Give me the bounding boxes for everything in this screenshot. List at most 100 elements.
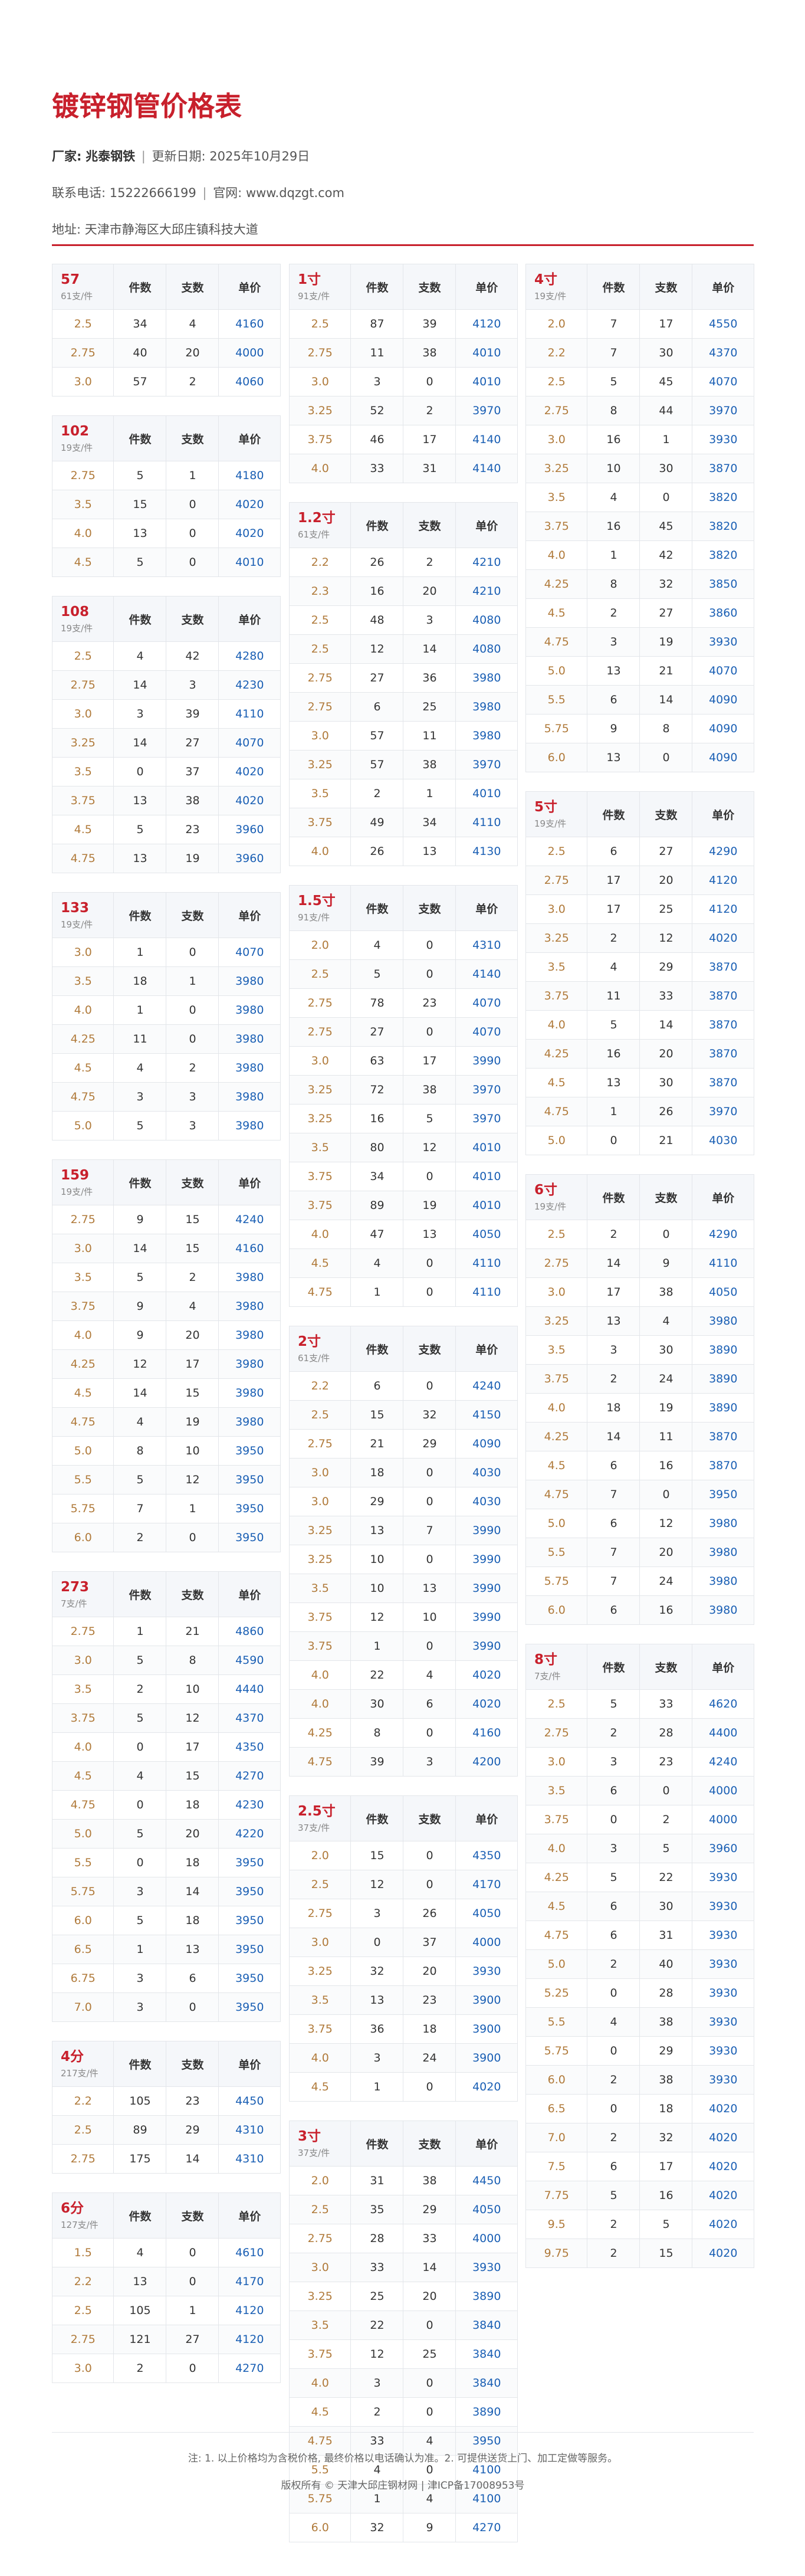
- thickness-cell: 5.0: [51, 1111, 114, 1140]
- thickness-cell: 2.5: [288, 605, 351, 635]
- price-cell: 4070: [455, 1017, 518, 1047]
- pieces-cell: 0: [166, 1024, 219, 1054]
- table-row: 3.75 36 18 3900: [288, 2014, 518, 2044]
- price-header: 单价: [218, 596, 281, 642]
- table-row: 4.5 6 16 3870: [525, 1451, 754, 1480]
- price-column-1: 57 61支/件 件数 支数 单价 2.5 34 4 4160 2.75 40 20 4000 3.0 57…: [51, 264, 281, 2402]
- table-row: 2.5 89 29 4310: [51, 2115, 281, 2145]
- count-header: 件数: [587, 1644, 640, 1690]
- table-row: 2.75 40 20 4000: [51, 338, 281, 368]
- count-cell: 7: [587, 338, 640, 368]
- count-cell: 89: [350, 1191, 404, 1220]
- vendor-label: 厂家:: [52, 149, 82, 163]
- price-cell: 4090: [455, 1429, 518, 1459]
- thickness-cell: 4.5: [51, 1761, 114, 1791]
- count-cell: 6: [350, 692, 404, 722]
- spec-cell: 6寸 19支/件: [525, 1174, 588, 1220]
- count-cell: 9: [113, 1320, 167, 1350]
- price-cell: 3980: [218, 1263, 281, 1292]
- table-row: 4.5 4 15 4270: [51, 1761, 281, 1791]
- pieces-cell: 12: [166, 1703, 219, 1733]
- count-cell: 5: [113, 1465, 167, 1495]
- pieces-cell: 24: [639, 1566, 693, 1596]
- table-row: 3.5 13 23 3900: [288, 1985, 518, 2015]
- thickness-cell: 2.5: [525, 1220, 588, 1249]
- thickness-cell: 2.5: [288, 634, 351, 664]
- thickness-cell: 3.25: [288, 1956, 351, 1986]
- table-row: 4.75 33 4 3950: [288, 2426, 518, 2456]
- thickness-cell: 2.75: [288, 663, 351, 693]
- count-cell: 33: [350, 2426, 404, 2456]
- table-head: 6分 127支/件 件数 支数 单价: [51, 2192, 281, 2239]
- table-body: 2.0 15 0 4350 2.5 12 0 4170 2.75 3 26 4050 3.0 0 37 400…: [288, 1841, 518, 2102]
- price-cell: 4100: [455, 2484, 518, 2513]
- table-row: 3.75 34 0 4010: [288, 1162, 518, 1191]
- table-row: 6.75 3 6 3950: [51, 1964, 281, 1993]
- pieces-cell: 0: [403, 2072, 456, 2102]
- pieces-cell: 27: [166, 728, 219, 758]
- website[interactable]: 官网: www.dqzgt.com: [213, 186, 344, 200]
- pieces-cell: 0: [403, 1841, 456, 1870]
- spec-name: 102: [61, 424, 90, 439]
- thickness-cell: 2.75: [51, 2144, 114, 2174]
- price-cell: 3950: [218, 1906, 281, 1935]
- pieces-cell: 18: [403, 2014, 456, 2044]
- thickness-cell: 2.75: [288, 1899, 351, 1928]
- table-row: 2.5 12 14 4080: [288, 634, 518, 664]
- pieces-cell: 14: [639, 1010, 693, 1040]
- table-row: 4.75 6 31 3930: [525, 1920, 754, 1950]
- table-row: 5.0 2 40 3930: [525, 1949, 754, 1979]
- count-cell: 40: [113, 338, 167, 368]
- price-cell: 3930: [692, 1978, 754, 2008]
- pieces-cell: 0: [403, 1487, 456, 1516]
- phone[interactable]: 联系电话: 15222666199: [52, 186, 196, 200]
- table-row: 3.5 0 37 4020: [51, 757, 281, 786]
- thickness-cell: 3.5: [525, 1335, 588, 1365]
- price-cell: 3890: [692, 1335, 754, 1365]
- thickness-cell: 4.0: [51, 1732, 114, 1762]
- thickness-cell: 4.0: [51, 995, 114, 1025]
- spec-name: 6寸: [534, 1182, 558, 1198]
- thickness-cell: 3.75: [288, 1631, 351, 1661]
- pieces-cell: 1: [166, 461, 219, 490]
- table-row: 3.0 17 38 4050: [525, 1277, 754, 1307]
- price-cell: 4270: [455, 2513, 518, 2542]
- table-row: 5.5 6 14 4090: [525, 685, 754, 715]
- thickness-cell: 2.75: [51, 2325, 114, 2354]
- price-cell: 4180: [218, 461, 281, 490]
- pieces-cell: 9: [639, 1248, 693, 1278]
- count-cell: 32: [350, 2513, 404, 2542]
- price-cell: 4100: [455, 2455, 518, 2485]
- spec-per-bundle: 91支/件: [298, 912, 330, 923]
- thickness-cell: 4.75: [288, 1277, 351, 1307]
- table-row: 2.75 8 44 3970: [525, 396, 754, 425]
- thickness-cell: 9.5: [525, 2210, 588, 2239]
- count-cell: 175: [113, 2144, 167, 2174]
- thickness-cell: 6.0: [525, 1595, 588, 1625]
- table-row: 2.75 21 29 4090: [288, 1429, 518, 1459]
- count-cell: 18: [350, 1458, 404, 1487]
- table-row: 5.75 3 14 3950: [51, 1877, 281, 1906]
- count-cell: 10: [350, 1545, 404, 1574]
- table-row: 7.0 3 0 3950: [51, 1992, 281, 2022]
- pieces-header: 支数: [166, 2041, 219, 2087]
- count-cell: 22: [350, 1660, 404, 1690]
- pieces-cell: 24: [403, 2043, 456, 2073]
- thickness-cell: 5.0: [525, 1509, 588, 1538]
- pieces-cell: 3: [166, 670, 219, 700]
- table-row: 2.5 6 27 4290: [525, 837, 754, 866]
- count-cell: 4: [113, 1407, 167, 1437]
- count-header: 件数: [350, 2121, 404, 2167]
- count-cell: 78: [350, 988, 404, 1018]
- price-cell: 4020: [692, 2239, 754, 2268]
- thickness-cell: 4.0: [288, 2043, 351, 2073]
- price-header: 单价: [455, 1795, 518, 1841]
- thickness-cell: 2.0: [288, 1841, 351, 1870]
- count-header: 件数: [113, 1159, 167, 1205]
- thickness-cell: 6.0: [51, 1523, 114, 1552]
- price-cell: 4070: [218, 728, 281, 758]
- pieces-cell: 0: [403, 1718, 456, 1748]
- pieces-header: 支数: [166, 1159, 219, 1205]
- table-row: 2.5 105 1 4120: [51, 2296, 281, 2325]
- table-row: 2.2 6 0 4240: [288, 1371, 518, 1401]
